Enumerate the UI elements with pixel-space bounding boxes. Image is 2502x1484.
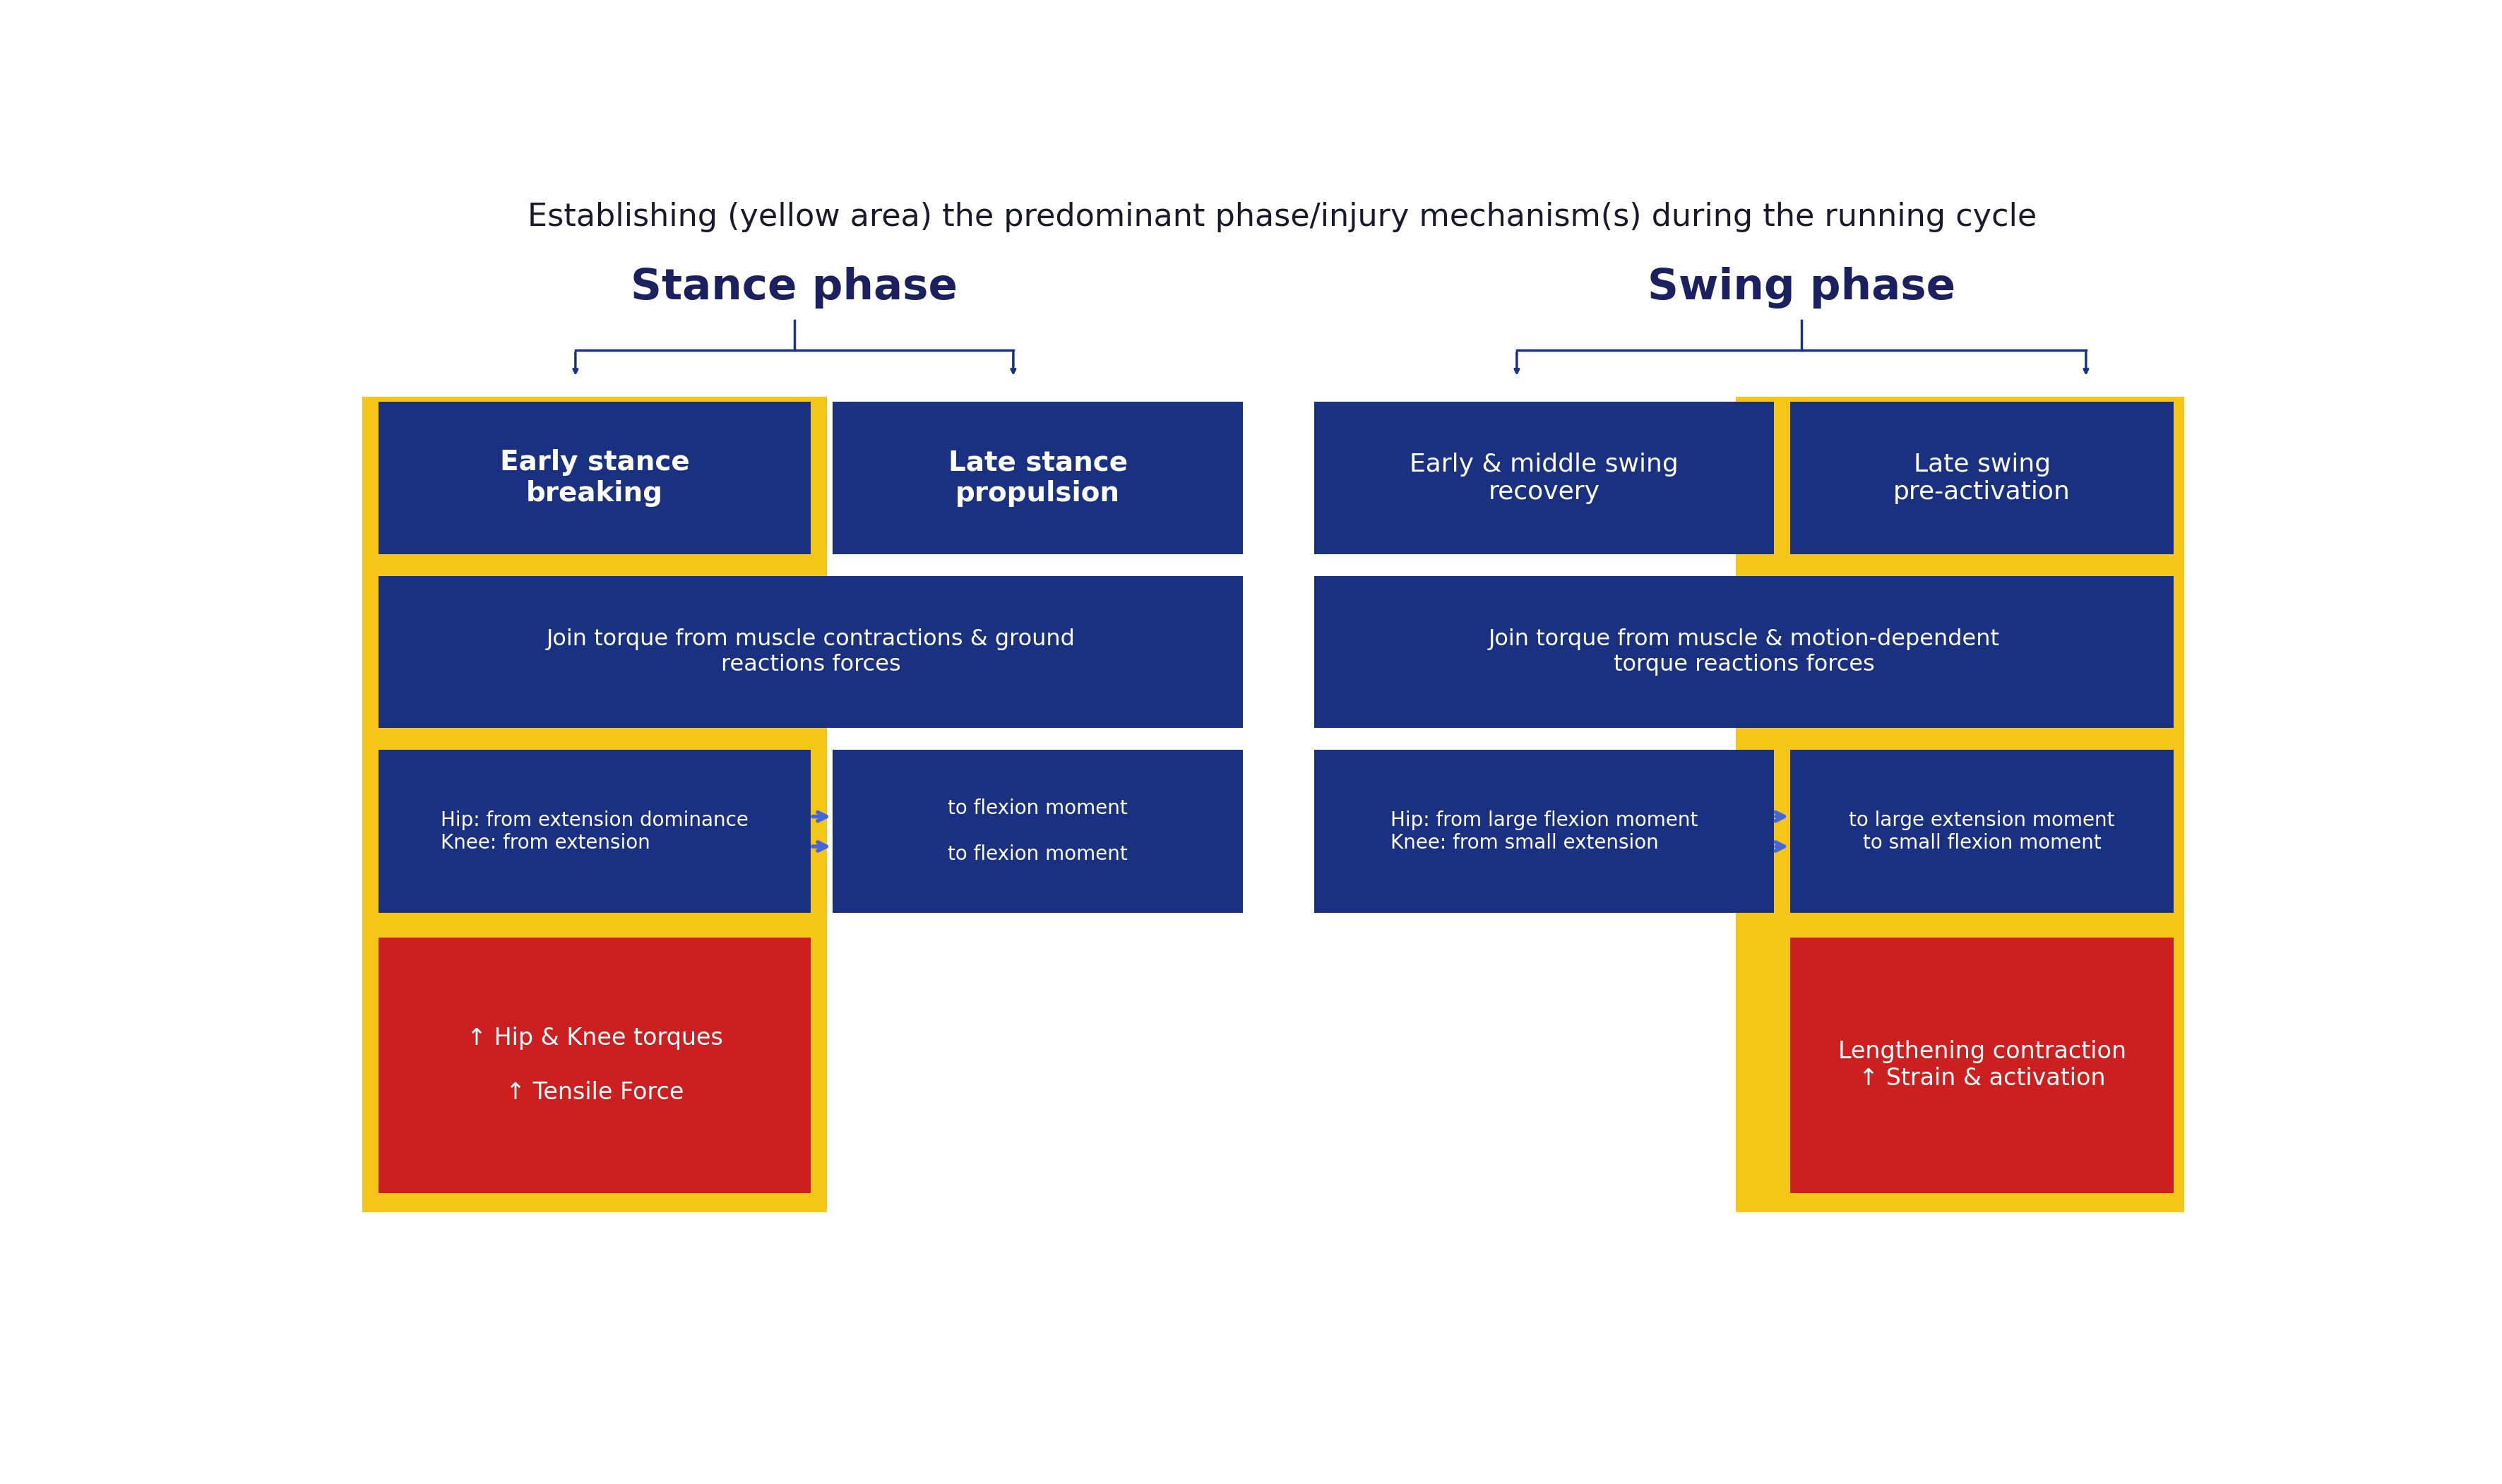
Bar <box>378 749 811 913</box>
Text: ↑ Hip & Knee torques

↑ Tensile Force: ↑ Hip & Knee torques ↑ Tensile Force <box>465 1027 723 1104</box>
Text: Late stance
propulsion: Late stance propulsion <box>948 450 1128 508</box>
Text: Early & middle swing
recovery: Early & middle swing recovery <box>1409 453 1679 505</box>
Bar <box>1314 749 1774 913</box>
Text: Hip: from large flexion moment
Knee: from small extension: Hip: from large flexion moment Knee: fro… <box>1391 810 1699 853</box>
Bar <box>378 576 1243 729</box>
Bar <box>1791 938 2174 1193</box>
Bar <box>1314 576 2174 729</box>
Text: Stance phase: Stance phase <box>631 267 958 309</box>
Text: Swing phase: Swing phase <box>1646 267 1957 309</box>
Text: Early stance
breaking: Early stance breaking <box>500 450 691 508</box>
Bar <box>833 402 1243 554</box>
Text: Join torque from muscle & motion-dependent
torque reactions forces: Join torque from muscle & motion-depende… <box>1489 629 1999 675</box>
Bar <box>363 396 828 1212</box>
Text: Establishing (yellow area) the predominant phase/injury mechanism(s) during the : Establishing (yellow area) the predomina… <box>528 202 2037 233</box>
Text: to flexion moment

to flexion moment: to flexion moment to flexion moment <box>948 798 1128 864</box>
Text: Late swing
pre-activation: Late swing pre-activation <box>1894 453 2072 505</box>
Bar <box>1791 749 2174 913</box>
Bar <box>378 402 811 554</box>
Bar <box>378 938 811 1193</box>
Bar <box>1314 402 1774 554</box>
Bar <box>833 749 1243 913</box>
Bar <box>1736 396 2184 1212</box>
Text: to large extension moment
to small flexion moment: to large extension moment to small flexi… <box>1849 810 2114 853</box>
Text: Join torque from muscle contractions & ground
reactions forces: Join torque from muscle contractions & g… <box>545 629 1076 675</box>
Bar <box>1791 402 2174 554</box>
Text: Lengthening contraction
↑ Strain & activation: Lengthening contraction ↑ Strain & activ… <box>1839 1040 2127 1091</box>
Text: Hip: from extension dominance
Knee: from extension: Hip: from extension dominance Knee: from… <box>440 810 748 853</box>
